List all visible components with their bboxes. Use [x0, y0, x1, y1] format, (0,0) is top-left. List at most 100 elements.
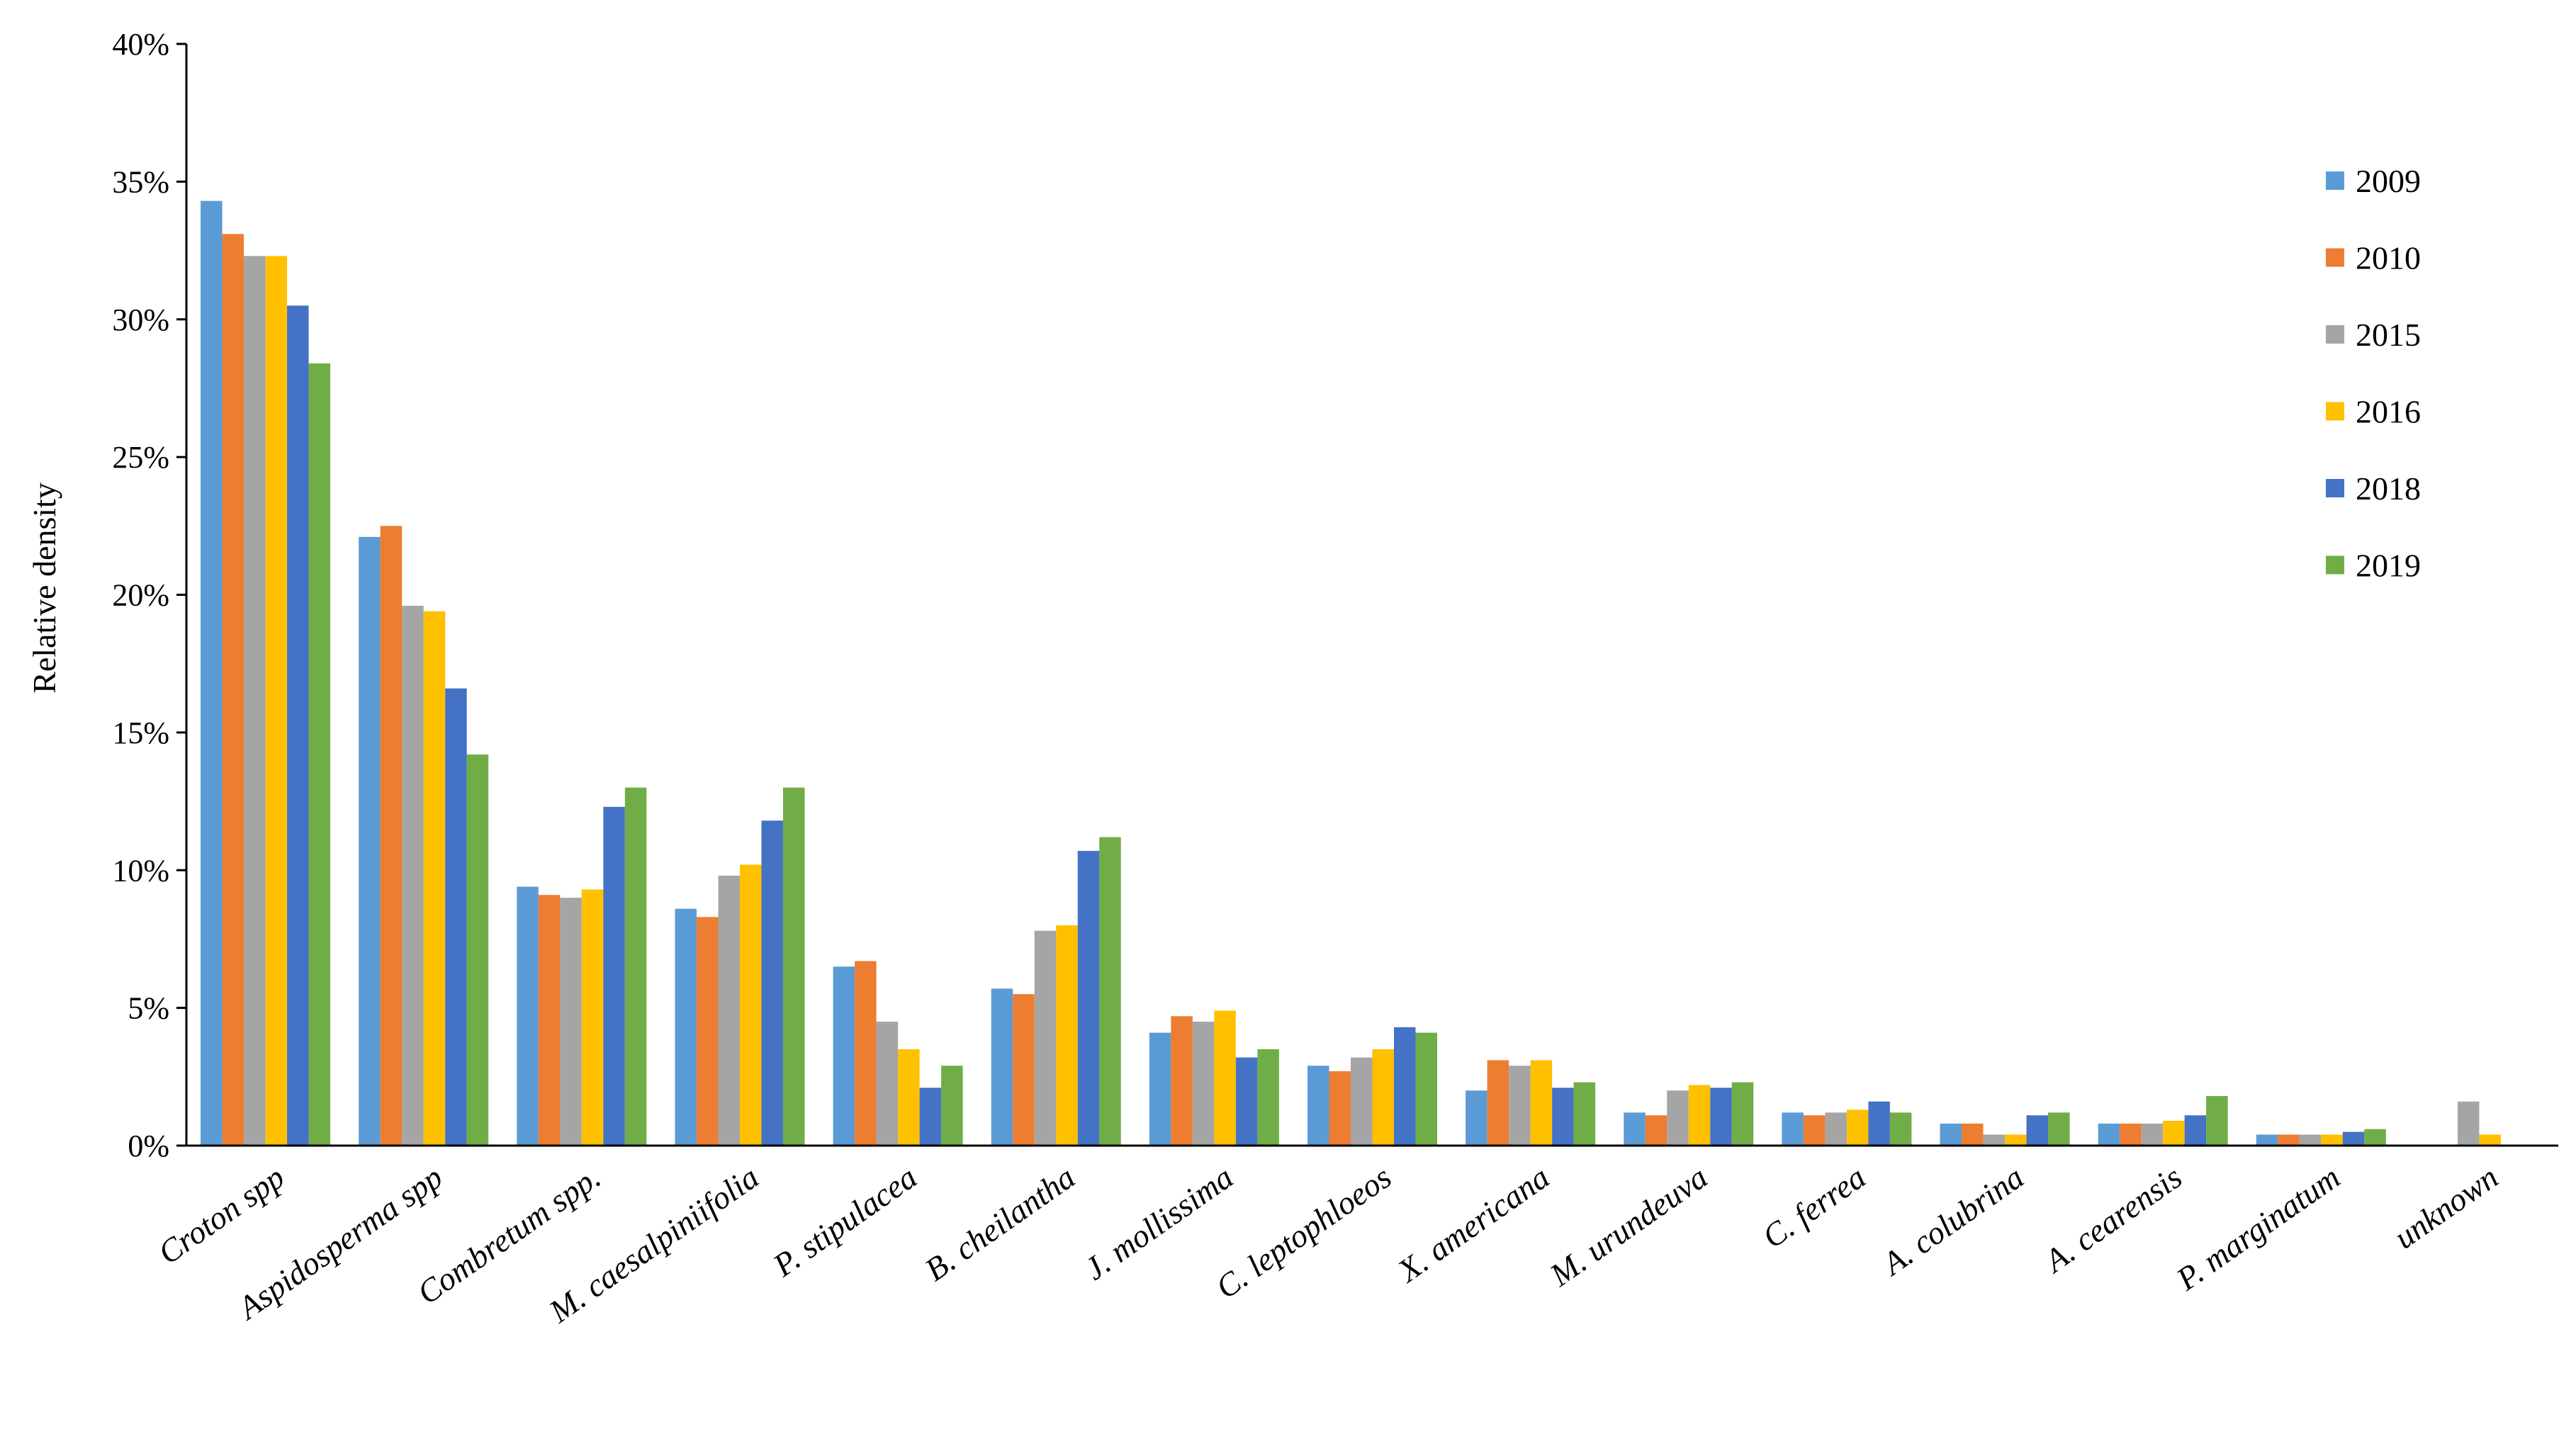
bar-2015-3 — [718, 876, 740, 1146]
bar-2015-5 — [1034, 930, 1057, 1146]
bar-2019-4 — [941, 1066, 963, 1146]
bar-2019-9 — [1731, 1082, 1754, 1146]
legend-swatch-2010 — [2326, 248, 2344, 267]
bar-2010-12 — [2120, 1123, 2142, 1146]
bar-2018-0 — [287, 305, 309, 1146]
y-tick-label: 30% — [112, 303, 169, 337]
bar-2016-13 — [2321, 1134, 2343, 1146]
bar-2010-1 — [380, 526, 403, 1146]
bar-2010-8 — [1487, 1060, 1509, 1146]
bar-2009-13 — [2256, 1134, 2278, 1146]
x-category-label: C. ferrea — [1756, 1158, 1872, 1255]
x-category-label: B. cheilantha — [918, 1158, 1081, 1287]
bar-2016-9 — [1688, 1085, 1711, 1146]
bar-2019-13 — [2364, 1129, 2386, 1146]
bar-2018-6 — [1235, 1057, 1258, 1146]
legend-label-2009: 2009 — [2356, 163, 2421, 199]
bar-2009-12 — [2098, 1123, 2120, 1146]
bar-2019-2 — [624, 787, 647, 1146]
bar-2019-8 — [1573, 1082, 1596, 1146]
bar-2010-2 — [538, 895, 561, 1146]
bar-2018-7 — [1394, 1027, 1416, 1146]
bar-2015-0 — [244, 256, 266, 1146]
legend-label-2019: 2019 — [2356, 548, 2421, 584]
legend-label-2016: 2016 — [2356, 394, 2421, 430]
bar-2009-4 — [833, 966, 855, 1146]
bar-2010-10 — [1803, 1115, 1826, 1146]
bar-2010-9 — [1645, 1115, 1667, 1146]
bar-2019-7 — [1415, 1032, 1437, 1146]
bar-2018-3 — [761, 820, 783, 1146]
bar-2019-10 — [1889, 1112, 1912, 1146]
bar-2010-5 — [1013, 994, 1035, 1146]
x-category-label: Croton spp — [152, 1158, 291, 1271]
bars-area — [201, 200, 2501, 1146]
y-axis-ticks: 0% 5% 10% 15% 20% 25% 30% 35% 40% — [112, 27, 186, 1163]
legend-swatch-2015 — [2326, 325, 2344, 344]
bar-2015-11 — [1983, 1134, 2006, 1146]
bar-2019-0 — [308, 363, 331, 1146]
bar-2018-11 — [2026, 1115, 2049, 1146]
bar-2015-14 — [2457, 1101, 2480, 1146]
bar-2016-6 — [1214, 1010, 1236, 1146]
bar-2009-6 — [1149, 1032, 1171, 1146]
bar-2009-5 — [991, 988, 1013, 1146]
bar-2016-12 — [2163, 1121, 2185, 1146]
bar-2019-5 — [1099, 837, 1121, 1146]
bar-2018-10 — [1868, 1101, 1890, 1146]
bar-2015-4 — [876, 1022, 899, 1146]
y-tick-label: 15% — [112, 716, 169, 750]
y-tick-label: 10% — [112, 853, 169, 888]
y-tick-label: 40% — [112, 27, 169, 62]
bar-2019-6 — [1257, 1049, 1279, 1146]
bar-2015-9 — [1667, 1090, 1689, 1146]
bar-2016-11 — [2005, 1134, 2027, 1146]
bar-2019-12 — [2206, 1096, 2228, 1146]
bar-2009-10 — [1782, 1112, 1804, 1146]
bar-2018-5 — [1077, 851, 1100, 1146]
bar-2009-7 — [1307, 1066, 1329, 1146]
bar-2015-13 — [2299, 1134, 2322, 1146]
bar-2015-6 — [1192, 1022, 1215, 1146]
bar-2010-7 — [1329, 1071, 1351, 1146]
bar-2019-11 — [2048, 1112, 2070, 1146]
bar-2015-10 — [1825, 1112, 1847, 1146]
x-category-label: M. urundeuva — [1543, 1158, 1714, 1293]
legend-label-2015: 2015 — [2356, 317, 2421, 353]
bar-2015-12 — [2141, 1123, 2164, 1146]
x-category-label: C. leptophloeos — [1209, 1158, 1397, 1305]
bar-2015-7 — [1351, 1057, 1373, 1146]
bar-2010-6 — [1171, 1016, 1193, 1146]
bar-2018-2 — [603, 806, 625, 1146]
y-axis-title: Relative density — [26, 482, 62, 694]
bar-2016-5 — [1056, 925, 1078, 1146]
legend-swatch-2018 — [2326, 479, 2344, 497]
bar-2016-2 — [581, 889, 604, 1146]
x-category-label: unknown — [2387, 1158, 2504, 1255]
y-tick-label: 35% — [112, 164, 169, 199]
x-category-label: P. marginatum — [2169, 1158, 2346, 1297]
x-category-label: P. stipulacea — [766, 1158, 923, 1284]
x-category-label: A. colubrina — [1874, 1158, 2030, 1282]
legend: 2009 2010 2015 2016 2018 2019 — [2326, 163, 2421, 584]
x-category-label: X. americana — [1390, 1158, 1556, 1289]
bar-2016-8 — [1530, 1060, 1553, 1146]
bar-2018-12 — [2184, 1115, 2207, 1146]
bar-2010-0 — [222, 234, 244, 1146]
bar-2009-0 — [201, 200, 223, 1146]
bar-2018-8 — [1552, 1088, 1574, 1146]
legend-swatch-2019 — [2326, 555, 2344, 575]
bar-2010-4 — [855, 961, 877, 1146]
bar-2010-11 — [1962, 1123, 1984, 1146]
y-tick-label: 0% — [128, 1129, 169, 1163]
bar-2009-11 — [1940, 1123, 1962, 1146]
x-category-label: A. cearensis — [2036, 1158, 2188, 1280]
legend-label-2010: 2010 — [2356, 240, 2421, 276]
x-category-label: J. mollissima — [1078, 1158, 1239, 1287]
y-tick-label: 20% — [112, 578, 169, 613]
bar-2019-1 — [466, 754, 489, 1146]
bar-2015-8 — [1509, 1066, 1531, 1146]
bar-2016-3 — [739, 864, 762, 1146]
